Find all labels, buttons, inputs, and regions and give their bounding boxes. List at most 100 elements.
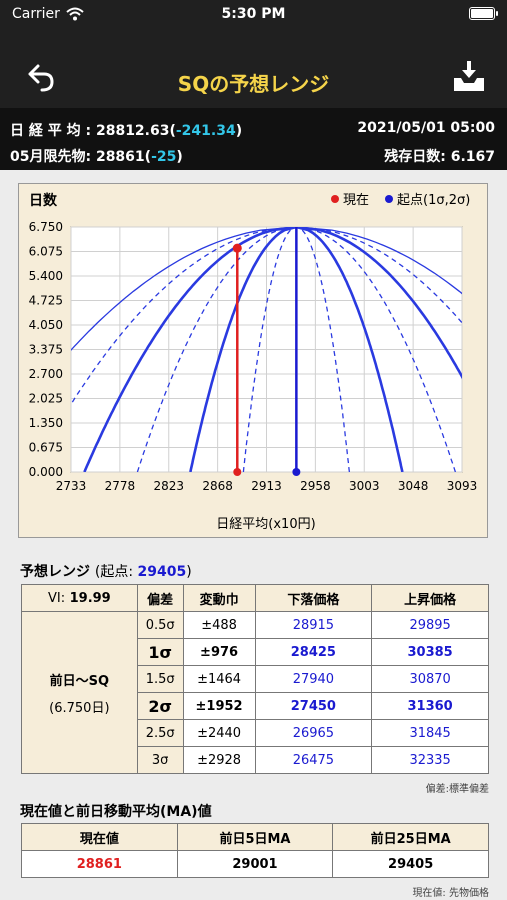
x-tick-label: 3048 [398,479,429,493]
range-row: 1.5σ ±1464 27940 30870 [21,665,489,693]
sigma-cell: 3σ [136,746,184,774]
futures-price: 05月限先物: 28861(-25) [10,149,183,165]
x-tick-labels: 2733 2778 2823 2868 2913 2958 3003 3048 3093 [56,479,478,493]
sigma-curve [136,227,297,472]
down-price: 28915 [254,611,373,639]
range-row: 前日〜SQ (6.750日) 0.5σ ±488 28915 29895 [21,611,489,774]
x-tick-label: 2958 [300,479,331,493]
sigma-note: 偏差:標準偏差 [425,784,489,795]
up-price: 30870 [371,665,489,693]
sigma-curves [71,227,462,472]
sigma-cell: 2σ [136,692,184,720]
current-marker [232,243,242,253]
header-current: 現在値 [21,823,178,851]
period-cell: 前日〜SQ (6.750日) [21,611,138,774]
up-price: 31360 [371,692,489,720]
x-tick-label: 3003 [349,479,380,493]
ma-table: 現在値 前日5日MA 前日25日MA 28861 29001 29405 [21,823,489,878]
x-tick-label: 3093 [447,479,478,493]
carrier-info: Carrier [12,6,84,22]
down-price: 27450 [254,692,373,720]
width-cell: ±1952 [182,692,256,720]
x-tick-label: 2733 [56,479,87,493]
sigma-curve [189,227,297,472]
up-price: 32335 [371,746,489,774]
range-chart: 日数 現在 起点(1σ,2σ) 0.000 0.675 1.350 2.025 2.70… [29,192,478,532]
sigma-curve [296,227,462,295]
back-arrow-icon[interactable] [24,62,56,94]
ma-header-row: 現在値 前日5日MA 前日25日MA [21,823,489,851]
header-ma5: 前日5日MA [176,823,334,851]
update-datetime: 2021/05/01 05:00 [357,120,495,136]
range-section-title: 予想レンジ (起点: 29405) [20,564,192,580]
y-tick-label: 0.000 [29,465,63,479]
market-info-bar: 日 経 平 均 : 28812.63(-241.34) 2021/05/01 0… [0,108,507,170]
y-tick-label: 6.750 [29,220,63,234]
width-cell: ±2928 [182,746,256,774]
y-tick-label: 4.050 [29,318,63,332]
futures-row: 05月限先物: 28861(-25) 残存日数: 6.167 [10,146,495,168]
header-down: 下落価格 [254,584,373,612]
y-tick-label: 4.725 [29,294,63,308]
range-chart-panel: 日数 現在 起点(1σ,2σ) 0.000 0.675 1.350 2.025 2.70… [18,183,488,538]
nikkei-average: 日 経 平 均 : 28812.63(-241.34) [10,123,243,139]
grid [70,226,463,473]
down-price: 26965 [254,719,373,747]
legend-origin-marker [385,195,393,203]
header-up: 上昇価格 [371,584,489,612]
x-tick-label: 2778 [105,479,136,493]
sigma-curve [83,227,297,472]
legend-origin-label: 起点(1σ,2σ) [397,193,470,208]
header-width: 変動巾 [182,584,256,612]
y-axis-label: 日数 [29,192,58,209]
sigma-cell: 2.5σ [136,719,184,747]
y-tick-label: 3.375 [29,343,63,357]
header-sigma: 偏差 [136,584,184,612]
status-time: 5:30 PM [221,6,286,22]
period-label: 前日〜SQ [49,673,110,689]
futures-change: -25 [151,149,177,165]
download-tray-icon[interactable] [451,58,487,94]
up-price: 30385 [371,638,489,666]
x-axis-label: 日経平均(x10円) [216,517,315,532]
y-tick-labels: 0.000 0.675 1.350 2.025 2.700 3.375 4.050 4.725… [29,220,63,479]
nikkei-change: -241.34 [175,123,236,139]
battery-icon [469,7,498,20]
price-note: 現在値: 先物価格 [412,888,489,899]
status-bar: Carrier 5:30 PM [0,0,507,30]
legend-current-label: 現在 [343,193,369,208]
sigma-curve [296,227,404,472]
chart-markers [232,227,301,476]
sigma-curve [296,227,462,380]
ma25-value: 29405 [332,850,489,878]
origin-value: 29405 [137,564,187,580]
y-tick-label: 5.400 [29,269,63,283]
ma-value-row: 28861 29001 29405 [21,850,489,878]
y-tick-label: 2.025 [29,392,63,406]
header-ma25: 前日25日MA [332,823,489,851]
origin-marker [292,468,301,476]
current-value: 28861 [21,850,178,878]
vi-cell: VI: 19.99 [21,584,138,612]
down-price: 26475 [254,746,373,774]
sigma-curve [71,227,297,352]
wifi-icon [66,7,84,21]
days-remaining: 残存日数: 6.167 [384,149,495,165]
sigma-curve [296,227,457,472]
top-bar: Carrier 5:30 PM SQの予想レンジ [0,0,507,108]
sigma-cell: 0.5σ [136,611,184,639]
sigma-cell: 1.5σ [136,665,184,693]
width-cell: ±976 [182,638,256,666]
range-table: VI: 19.99 偏差 変動巾 下落価格 上昇価格 前日〜SQ (6.750日)… [21,584,489,774]
sigma-cell: 1σ [136,638,184,666]
width-cell: ±488 [182,611,256,639]
x-tick-label: 2913 [251,479,282,493]
y-tick-label: 2.700 [29,367,63,381]
width-cell: ±2440 [182,719,256,747]
ma-section-title: 現在値と前日移動平均(MA)値 [20,804,212,820]
range-row: 2.5σ ±2440 26965 31845 [21,719,489,747]
y-tick-label: 1.350 [29,416,63,430]
period-days: (6.750日) [49,700,110,716]
y-tick-label: 6.075 [29,245,63,259]
width-cell: ±1464 [182,665,256,693]
